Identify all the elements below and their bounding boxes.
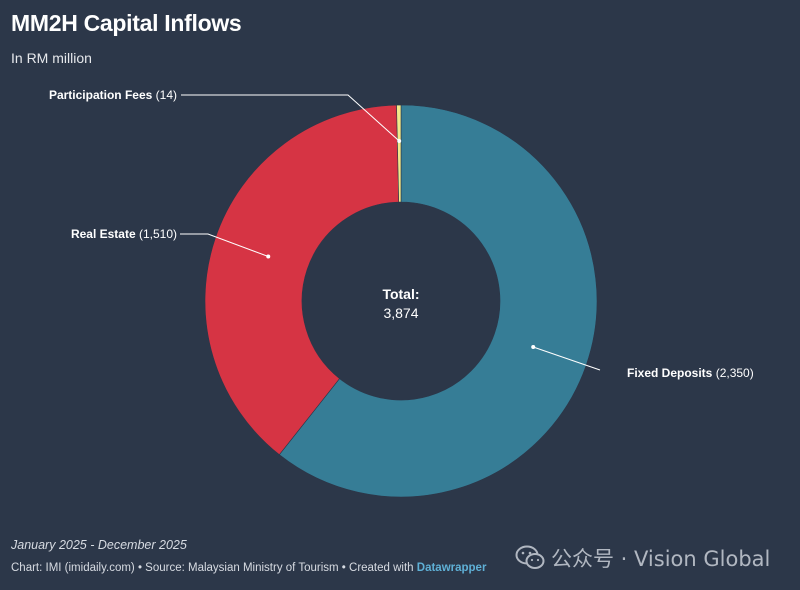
wechat-icon <box>515 545 545 569</box>
leader-dot-participation-fees <box>397 139 402 144</box>
center-total-label: Total: <box>382 286 419 302</box>
center-total-value: 3,874 <box>383 305 418 321</box>
chart-title: MM2H Capital Inflows <box>11 10 242 36</box>
donut-chart: Fixed Deposits (2,350) Real Estate (1,510… <box>49 88 754 498</box>
watermark: 公众号 · Vision Global <box>515 543 770 573</box>
leader-dot-real-estate <box>266 254 271 259</box>
leader-line-real-estate <box>180 233 269 257</box>
slice-label-participation-fees: Participation Fees (14) <box>49 88 177 102</box>
slice-participation-fees <box>396 104 402 203</box>
slice-fixed-deposits <box>278 104 598 498</box>
leader-line-fixed-deposits <box>533 346 601 371</box>
leader-dot-fixed-deposits <box>531 345 536 350</box>
date-range: January 2025 - December 2025 <box>11 538 187 552</box>
chart-credits: Chart: IMI (imidaily.com) • Source: Mala… <box>11 562 486 574</box>
slice-label-fixed-deposits: Fixed Deposits (2,350) <box>627 366 754 380</box>
slice-label-real-estate: Real Estate (1,510) <box>71 227 177 241</box>
credits-text: Chart: IMI (imidaily.com) • Source: Mala… <box>11 562 417 574</box>
watermark-text: 公众号 · Vision Global <box>551 547 771 571</box>
datawrapper-link[interactable]: Datawrapper <box>416 562 487 574</box>
slice-real-estate <box>204 104 400 456</box>
leader-line-participation-fees <box>181 94 400 142</box>
chart-subtitle: In RM million <box>11 50 92 66</box>
